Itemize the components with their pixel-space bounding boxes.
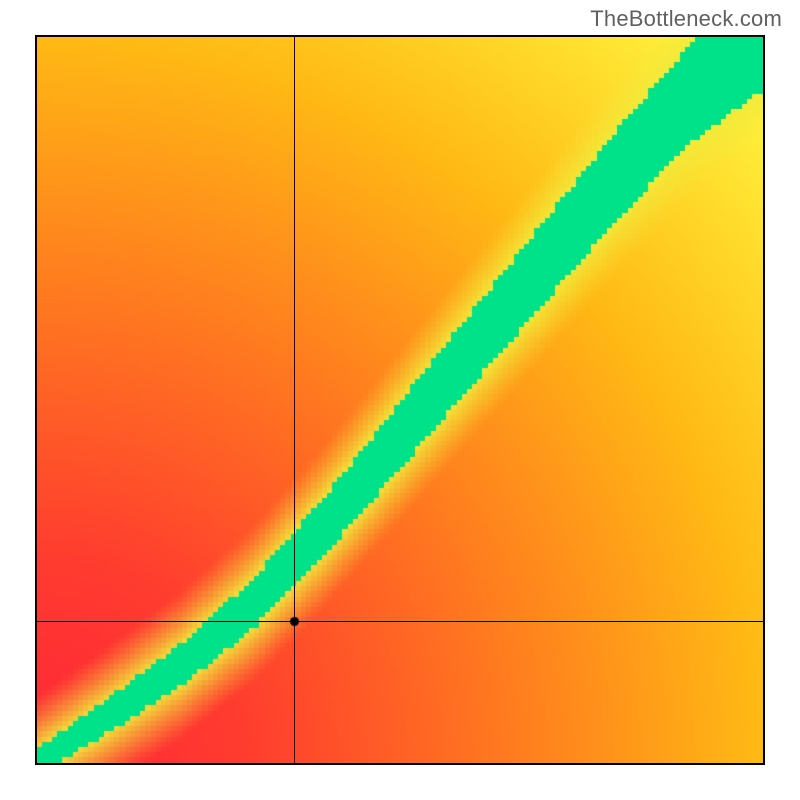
plot-border-bottom [35, 763, 765, 765]
watermark-text: TheBottleneck.com [590, 6, 782, 32]
heatmap-canvas [37, 37, 763, 763]
plot-border-right [763, 35, 765, 765]
crosshair-horizontal [37, 621, 763, 622]
chart-container: TheBottleneck.com [0, 0, 800, 800]
crosshair-vertical [294, 37, 295, 763]
crosshair-marker [288, 615, 301, 628]
